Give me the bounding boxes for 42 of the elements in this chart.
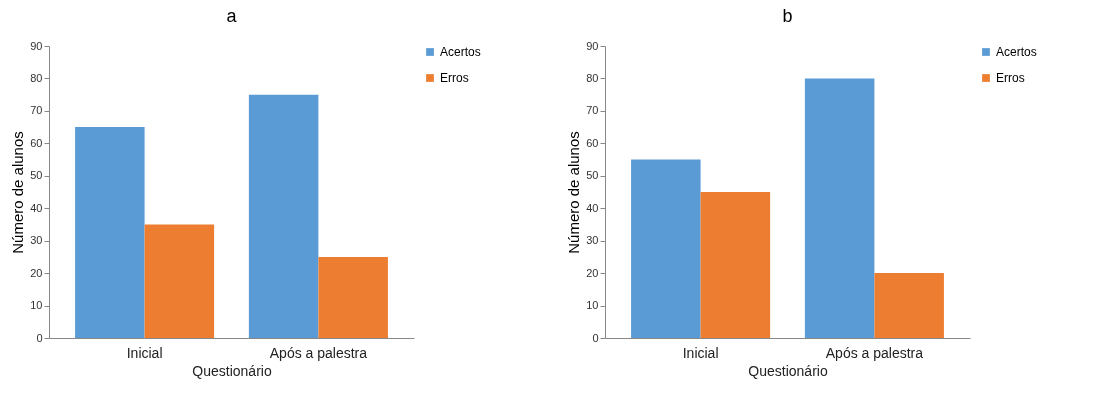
y-tick-label: 60 [586, 136, 599, 149]
x-tick-label: Após a palestra [825, 344, 924, 361]
y-tick-label: 50 [30, 169, 43, 182]
y-tick-label: 40 [586, 201, 599, 214]
x-tick-label: Após a palestra [269, 344, 368, 361]
bar [804, 78, 875, 338]
chart-title: a [226, 6, 238, 26]
y-tick-label: 80 [30, 71, 43, 84]
y-tick-label: 0 [592, 331, 599, 344]
y-tick-label: 70 [30, 104, 43, 117]
y-tick-label: 90 [30, 39, 43, 52]
bar [700, 192, 771, 338]
y-tick-label: 20 [586, 266, 599, 279]
y-tick-label: 20 [30, 266, 43, 279]
bar [874, 273, 944, 338]
y-axis-title: Número de alunos [9, 131, 27, 254]
x-tick-label: Inicial [682, 344, 719, 361]
bar [75, 127, 145, 338]
bar [144, 224, 215, 338]
y-tick-label: 10 [30, 299, 43, 312]
x-tick-label: Inicial [126, 344, 163, 361]
legend-label: Erros [996, 71, 1025, 85]
y-tick-label: 90 [586, 39, 599, 52]
y-tick-label: 80 [586, 71, 599, 84]
y-tick-label: 30 [586, 234, 599, 247]
legend-label: Acertos [996, 45, 1037, 59]
x-axis-title: Questionário [748, 362, 828, 379]
x-axis-title: Questionário [192, 362, 272, 379]
y-tick-label: 10 [586, 299, 599, 312]
legend-label: Erros [440, 71, 469, 85]
bar [318, 256, 388, 338]
y-axis-title: Número de alunos [565, 131, 583, 254]
y-tick-label: 50 [586, 169, 599, 182]
y-tick-label: 70 [586, 104, 599, 117]
bar [248, 94, 319, 338]
y-tick-label: 60 [30, 136, 43, 149]
legend-label: Acertos [440, 45, 481, 59]
y-tick-label: 0 [36, 331, 43, 344]
y-tick-label: 30 [30, 234, 43, 247]
chart-title: b [782, 6, 793, 26]
bar [631, 159, 701, 338]
y-tick-label: 40 [30, 201, 43, 214]
